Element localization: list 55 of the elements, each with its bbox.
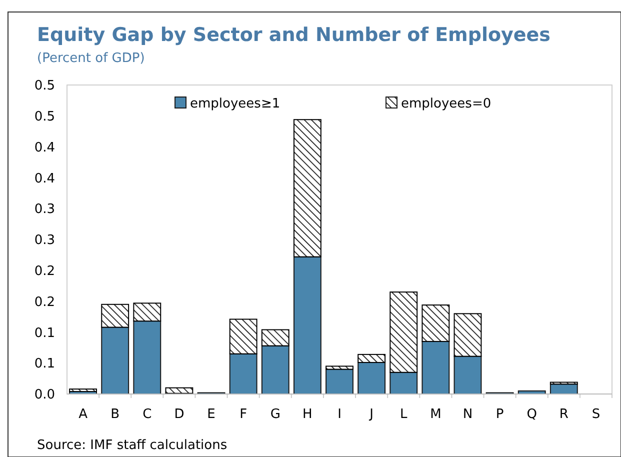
bar [390,372,418,394]
bar [101,326,130,394]
x-tick-label: I [338,407,342,422]
bar [229,353,258,394]
y-tick-label: 0.3 [34,233,55,248]
bar [454,313,482,357]
bar [454,356,482,394]
bar [229,318,258,354]
chart-subtitle: (Percent of GDP) [37,51,145,66]
y-tick-label: 0.4 [34,140,55,156]
x-tick-label: C [142,407,152,422]
x-tick-label: N [462,407,473,422]
bar [133,320,162,394]
y-tick-label: 0.0 [34,388,55,403]
y-tick-label: 0.5 [34,109,55,124]
y-tick-label: 0.2 [34,294,55,310]
chart-title: Equity Gap by Sector and Number of Employees [37,24,550,46]
y-tick-label: 0.4 [34,171,55,186]
y-tick-label: 0.3 [34,202,55,218]
bar [358,362,386,394]
bar [133,302,162,322]
x-tick-label: B [110,407,120,422]
y-tick-label: 0.1 [34,356,55,372]
x-tick-label: H [302,407,312,422]
y-tick-label: 0.1 [34,326,55,341]
bar [390,292,418,373]
x-tick-label: F [240,407,248,422]
x-tick-label: Q [526,407,537,422]
x-tick-label: P [496,407,504,422]
x-tick-label: E [207,407,216,422]
x-tick-label: G [270,407,280,422]
x-tick-label: S [592,407,600,422]
x-tick-label: M [430,407,442,422]
bar [261,345,290,394]
x-tick-label: J [368,407,374,422]
y-tick-label: 0.2 [34,264,55,279]
bar [69,388,97,392]
x-tick-label: D [174,407,184,422]
y-tick-label: 0.5 [34,78,55,94]
bar [293,119,322,258]
bar [165,387,194,394]
legend-label: employees≥1 [190,96,280,112]
x-tick-label: R [559,407,568,422]
bar [422,340,450,394]
x-tick-label: A [78,407,88,422]
legend-label: employees=0 [401,96,492,112]
bar [101,304,130,328]
x-tick-label: L [400,407,408,422]
source-note: Source: IMF staff calculations [37,438,228,453]
bar [358,354,386,363]
bar [293,256,322,394]
bar [326,366,354,370]
bar [422,304,450,342]
bar [261,329,290,346]
bar [326,368,354,394]
